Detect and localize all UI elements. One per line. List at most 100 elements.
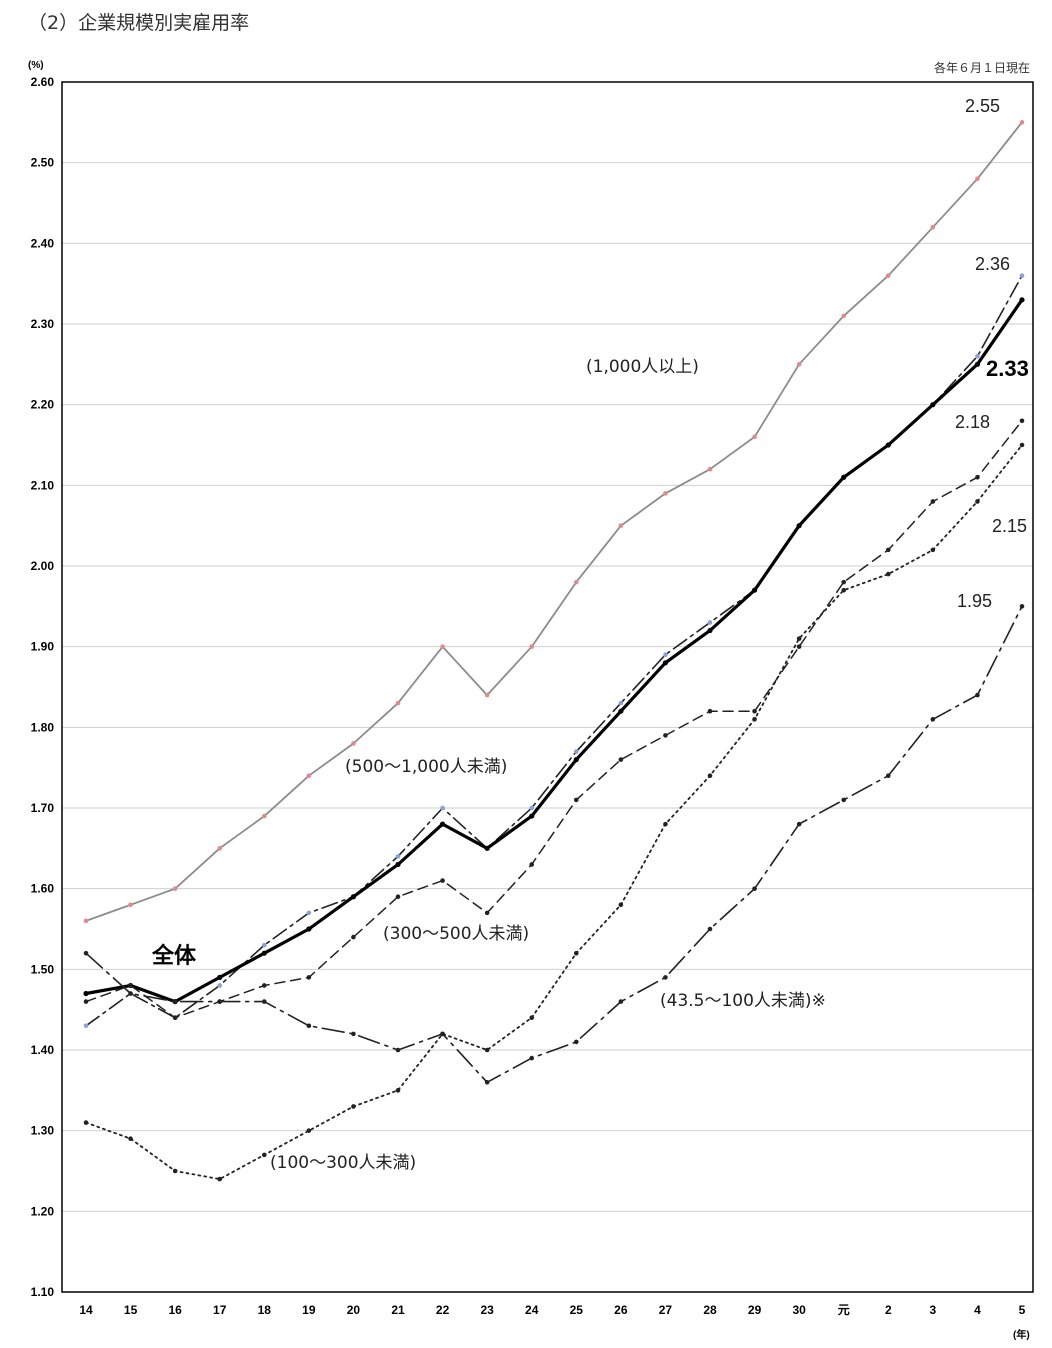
data-point xyxy=(885,547,891,553)
y-tick-label: 2.30 xyxy=(31,317,55,331)
date-note: 各年６月１日現在 xyxy=(933,61,1030,75)
x-tick-label: 19 xyxy=(302,1303,316,1317)
data-point xyxy=(662,660,669,666)
data-point xyxy=(1019,604,1025,609)
data-point xyxy=(618,902,624,908)
data-point xyxy=(306,1023,312,1029)
data-point xyxy=(841,797,847,803)
data-point xyxy=(841,474,847,480)
data-point xyxy=(707,620,713,625)
data-point xyxy=(707,926,713,932)
data-point xyxy=(484,845,490,851)
data-point xyxy=(351,1104,356,1109)
data-point xyxy=(261,1152,267,1158)
data-point xyxy=(306,910,312,916)
data-point xyxy=(395,700,401,706)
data-point xyxy=(261,999,267,1004)
data-point xyxy=(841,579,847,585)
data-point xyxy=(930,402,936,408)
data-point xyxy=(306,926,312,932)
series-path xyxy=(85,420,1023,1019)
data-point xyxy=(1019,273,1025,278)
data-point xyxy=(618,708,624,714)
data-point xyxy=(529,862,535,867)
data-point xyxy=(128,983,133,988)
data-point xyxy=(484,1079,490,1085)
series-line xyxy=(83,120,1025,924)
series-line xyxy=(83,604,1025,1085)
data-point xyxy=(975,474,980,480)
end-value-43-100: 1.95 xyxy=(957,591,992,611)
y-tick-label: 2.10 xyxy=(31,478,55,492)
data-point xyxy=(930,224,936,230)
data-point xyxy=(752,716,757,722)
data-point xyxy=(663,975,668,980)
data-point xyxy=(306,773,312,779)
data-point xyxy=(172,886,178,891)
x-tick-label: 2 xyxy=(885,1303,892,1317)
series-label-total: 全体 xyxy=(151,943,197,969)
data-point xyxy=(529,644,535,649)
y-tick-label: 1.10 xyxy=(31,1285,55,1299)
data-point xyxy=(395,861,401,868)
data-point xyxy=(172,1168,178,1174)
data-point xyxy=(618,999,624,1004)
data-point xyxy=(261,942,267,948)
data-point xyxy=(440,644,445,649)
series-line xyxy=(83,297,1025,1005)
data-point xyxy=(752,708,757,714)
data-point xyxy=(529,805,535,811)
x-tick-label: 25 xyxy=(570,1303,584,1317)
series-line xyxy=(83,442,1025,1182)
end-value-total: 2.33 xyxy=(986,356,1029,381)
data-point xyxy=(618,523,624,528)
x-tick-label: 23 xyxy=(480,1303,494,1317)
data-point xyxy=(484,910,490,916)
x-tick-label: 28 xyxy=(703,1303,717,1317)
series-line xyxy=(83,418,1025,1021)
page-title: （2）企業規模別実雇用率 xyxy=(28,12,250,34)
end-value-500-1000: 2.36 xyxy=(975,254,1010,274)
data-point xyxy=(618,757,624,762)
data-point xyxy=(83,1120,89,1125)
series-label-300-500: (300～500人未満) xyxy=(383,924,529,944)
data-point xyxy=(306,1128,312,1133)
data-point xyxy=(796,821,802,827)
data-point xyxy=(172,1015,178,1021)
series-label-500-1000: (500～1,000人未満) xyxy=(345,757,507,777)
y-axis-unit: (%) xyxy=(28,60,44,71)
series-line xyxy=(83,273,1025,1029)
x-axis-ticks: 14 15 16 17 18 19 20 21 22 23 24 25 26 27 28 29 30 元 2 3 4 5 xyxy=(79,1303,1025,1317)
data-point xyxy=(261,813,267,819)
data-point xyxy=(128,1136,133,1142)
series-label-100-300: (100～300人未満) xyxy=(270,1153,416,1173)
data-point xyxy=(841,313,847,319)
data-point xyxy=(351,934,356,940)
x-tick-label: 17 xyxy=(213,1303,227,1317)
y-tick-label: 1.50 xyxy=(31,962,55,976)
data-point xyxy=(752,886,757,891)
data-point xyxy=(350,894,357,900)
data-point xyxy=(707,627,713,634)
end-value-300-500: 2.18 xyxy=(955,412,990,432)
data-point xyxy=(261,950,267,956)
data-point xyxy=(529,813,535,819)
x-tick-label: 20 xyxy=(347,1303,361,1317)
data-point xyxy=(707,708,713,714)
x-axis-unit: (年) xyxy=(1013,1328,1030,1341)
data-point xyxy=(930,547,936,553)
x-tick-label: 元 xyxy=(838,1303,850,1317)
data-point xyxy=(1019,297,1025,303)
x-tick-label: 22 xyxy=(436,1303,450,1317)
y-tick-label: 2.00 xyxy=(31,559,55,573)
x-tick-label: 27 xyxy=(659,1303,673,1317)
data-point xyxy=(796,523,802,529)
series-path xyxy=(84,298,1024,1004)
y-tick-label: 1.70 xyxy=(31,801,55,815)
data-point xyxy=(573,579,579,585)
data-point xyxy=(663,652,668,658)
data-point xyxy=(975,353,980,359)
data-point xyxy=(83,1023,89,1029)
x-tick-label: 30 xyxy=(792,1303,806,1317)
data-point xyxy=(573,797,579,803)
